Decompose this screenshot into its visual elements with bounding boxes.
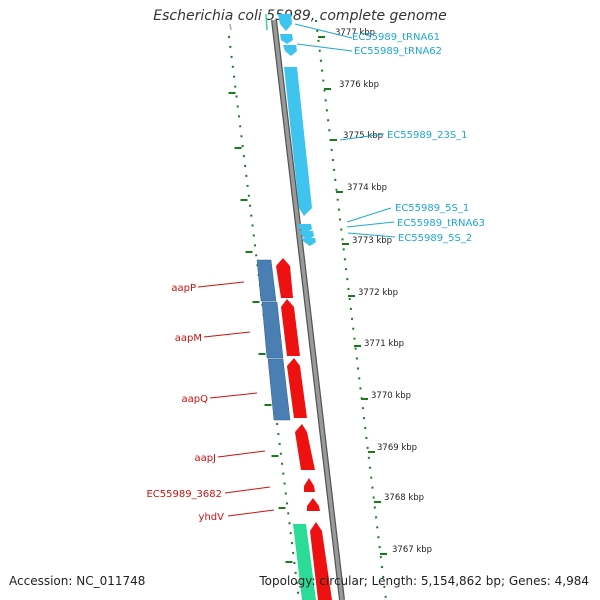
- genome-backbone: [271, 19, 345, 600]
- feature-label-yhdV: yhdV: [199, 512, 225, 523]
- leader-lines: [197, 23, 396, 517]
- rna-feature-labels: EC55989_tRNA61 EC55989_tRNA62 EC55989_23…: [352, 32, 485, 244]
- green-gene-feature: [293, 524, 316, 600]
- kbp-label: 3774 kbp: [347, 183, 387, 193]
- feature-label-aapQ: aapQ: [182, 394, 209, 405]
- cds-feature-labels: aapP aapM aapQ aapJ EC55989_3682 yhdV: [146, 283, 224, 523]
- kbp-labels: 3777 kbp 3776 kbp 3775 kbp 3774 kbp 3773…: [335, 28, 432, 555]
- feature-label-ec55989-3682: EC55989_3682: [146, 489, 222, 500]
- kbp-label: 3767 kbp: [392, 545, 432, 555]
- kbp-label: 3775 kbp: [343, 131, 383, 141]
- feature-label-aapJ: aapJ: [194, 453, 216, 464]
- forward-gene: [310, 522, 332, 600]
- aapQ-feature: [287, 358, 307, 418]
- feature-label-trna63: EC55989_tRNA63: [397, 218, 485, 229]
- map-title: Escherichia coli 55989, complete genome: [0, 8, 600, 24]
- kbp-label: 3770 kbp: [371, 391, 411, 401]
- aapP-feature: [276, 258, 293, 298]
- trna63-feature: [299, 231, 314, 240]
- reverse-strand-genes: [256, 259, 291, 421]
- feature-label-aapM: aapM: [175, 333, 202, 344]
- feature-label-trna62: EC55989_tRNA62: [354, 46, 442, 57]
- forward-strand-genes: [276, 258, 332, 600]
- track-fragment: [265, 13, 268, 31]
- accession-text: Accession: NC_011748: [9, 574, 146, 588]
- kbp-label: 3768 kbp: [384, 493, 424, 503]
- trna61-feature: [278, 14, 292, 31]
- kbp-label: 3776 kbp: [339, 80, 379, 90]
- topology-text: Topology: circular; Length: 5,154,862 bp…: [259, 574, 589, 588]
- aapJ-feature: [295, 424, 315, 470]
- kbp-label: 3772 kbp: [358, 288, 398, 298]
- map-title-text: Escherichia coli 55989, complete genome: [153, 8, 447, 24]
- ec55989-3682-feature: [304, 478, 315, 492]
- yhdV-feature: [307, 498, 320, 511]
- feature-label-5s-1: EC55989_5S_1: [395, 203, 469, 214]
- outer-tick-ruler: [315, 19, 387, 600]
- kbp-label: 3769 kbp: [377, 443, 417, 453]
- trna62-feature: [280, 34, 293, 44]
- rrna-5s-feature: [301, 238, 316, 246]
- rrna-5s-feature: [297, 224, 312, 233]
- feature-label-trna61: EC55989_tRNA61: [352, 32, 440, 43]
- track-fragment: [229, 23, 232, 31]
- trna62-feature: [283, 45, 297, 56]
- rna-features: [278, 14, 316, 246]
- rrna-23s-feature: [284, 67, 312, 216]
- inner-tick-ruler: [228, 35, 300, 600]
- kbp-label: 3771 kbp: [364, 339, 404, 349]
- kbp-label: 3777 kbp: [335, 28, 375, 38]
- feature-label-aapP: aapP: [171, 283, 196, 294]
- kbp-label: 3773 kbp: [352, 236, 392, 246]
- feature-label-5s-2: EC55989_5S_2: [398, 233, 472, 244]
- aapM-feature: [281, 299, 300, 356]
- feature-label-23s: EC55989_23S_1: [387, 130, 468, 141]
